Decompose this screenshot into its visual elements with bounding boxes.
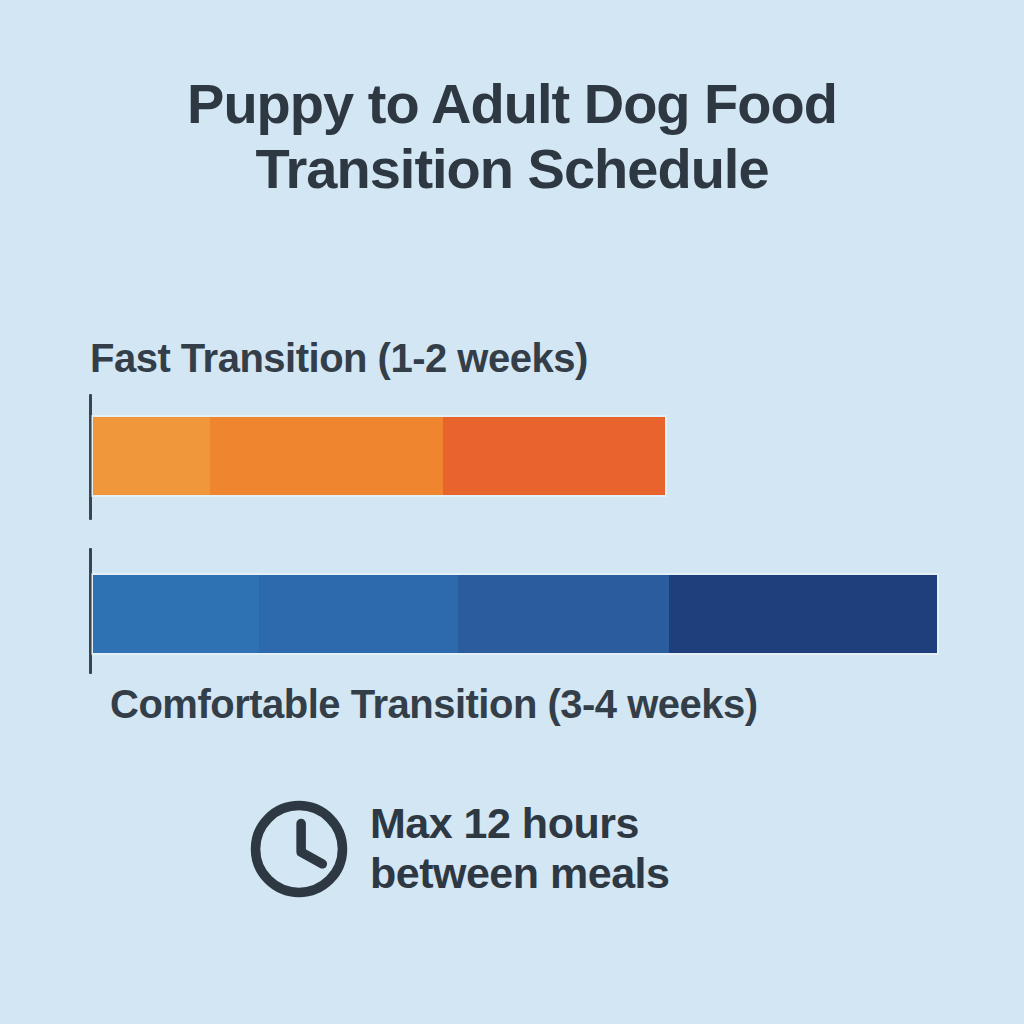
bar-segment [669, 575, 937, 653]
fast-transition-bar [93, 417, 665, 495]
comfortable-transition-bar [93, 575, 937, 653]
bar-segment [93, 575, 259, 653]
page-title-line2: Transition Schedule [0, 137, 1024, 202]
note-text-line1: Max 12 hours [370, 799, 669, 849]
fast-bar-axis-tick [89, 394, 92, 520]
feeding-note: Max 12 hours between meals [246, 796, 669, 902]
bar-segment [259, 575, 458, 653]
page-title-line1: Puppy to Adult Dog Food [0, 72, 1024, 137]
bar-segment [210, 417, 443, 495]
clock-icon [246, 796, 352, 902]
note-text-line2: between meals [370, 849, 669, 899]
comfortable-transition-label: Comfortable Transition (3-4 weeks) [110, 682, 758, 727]
comfortable-bar-axis-tick [89, 548, 92, 674]
infographic-canvas: Puppy to Adult Dog Food Transition Sched… [0, 0, 1024, 1024]
bar-segment [458, 575, 668, 653]
bar-segment [93, 417, 210, 495]
note-text: Max 12 hours between meals [370, 799, 669, 899]
bar-segment [443, 417, 665, 495]
page-title: Puppy to Adult Dog Food Transition Sched… [0, 72, 1024, 202]
fast-transition-label: Fast Transition (1-2 weeks) [90, 336, 588, 381]
